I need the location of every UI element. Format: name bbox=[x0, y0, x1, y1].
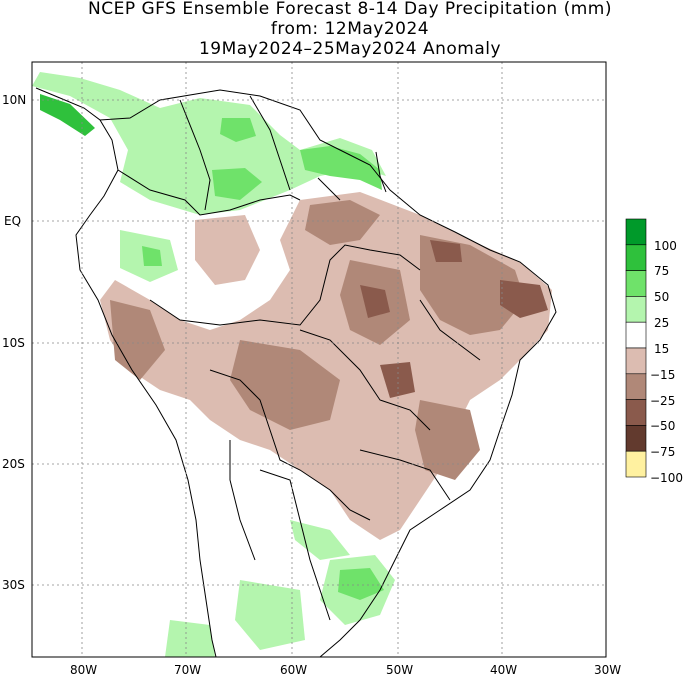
dry-anomaly-areas bbox=[100, 192, 552, 540]
latitude-labels: 10N EQ 10S 20S 30S bbox=[2, 93, 26, 592]
lon-label-30w: 30W bbox=[594, 663, 621, 677]
legend-label-minus-50: −50 bbox=[650, 419, 675, 433]
legend-box-5 bbox=[625, 347, 647, 375]
lon-label-70w: 70W bbox=[174, 663, 201, 677]
legend-box-4 bbox=[625, 321, 647, 349]
legend-box-8 bbox=[625, 425, 647, 452]
legend-label-15: 15 bbox=[654, 342, 669, 356]
legend-label-100: 100 bbox=[654, 239, 677, 253]
legend-labels: 100 75 50 25 15 −15 −25 −50 −75 −100 bbox=[650, 239, 683, 485]
legend-label-50: 50 bbox=[654, 290, 669, 304]
legend-label-25: 25 bbox=[654, 316, 669, 330]
legend-box-9 bbox=[625, 450, 647, 478]
plot-frame bbox=[31, 61, 607, 658]
legend-box-1 bbox=[625, 244, 647, 271]
lon-label-80w: 80W bbox=[70, 663, 97, 677]
legend-label-75: 75 bbox=[654, 264, 669, 278]
map-title-line-2: from: 12May2024 bbox=[270, 19, 430, 39]
lon-label-40w: 40W bbox=[490, 663, 517, 677]
map-title-line-1: NCEP GFS Ensemble Forecast 8-14 Day Prec… bbox=[88, 0, 612, 19]
lat-label-eq: EQ bbox=[4, 214, 21, 228]
lat-label-20s: 20S bbox=[2, 457, 25, 471]
legend-label-minus-25: −25 bbox=[650, 394, 675, 408]
wet-anomaly-areas bbox=[32, 72, 395, 657]
legend-box-7 bbox=[625, 399, 647, 426]
lon-label-60w: 60W bbox=[280, 663, 307, 677]
lon-label-50w: 50W bbox=[386, 663, 413, 677]
lat-label-10s: 10S bbox=[2, 336, 25, 350]
legend-box-2 bbox=[625, 270, 647, 297]
map-title-line-3: 19May2024–25May2024 Anomaly bbox=[198, 39, 502, 59]
longitude-labels: 80W 70W 60W 50W 40W 30W bbox=[70, 663, 621, 677]
coastline-boundaries bbox=[35, 87, 557, 657]
legend-label-minus-100: −100 bbox=[650, 471, 683, 485]
legend-label-minus-15: −15 bbox=[650, 368, 675, 382]
legend-box-6 bbox=[625, 373, 647, 400]
lat-label-10n: 10N bbox=[2, 93, 26, 107]
legend-color-boxes bbox=[625, 218, 647, 478]
lat-label-30s: 30S bbox=[2, 578, 25, 592]
gridlines bbox=[32, 62, 606, 657]
legend-label-minus-75: −75 bbox=[650, 445, 675, 459]
legend-box-3 bbox=[625, 296, 647, 323]
legend-box-0 bbox=[625, 218, 647, 246]
